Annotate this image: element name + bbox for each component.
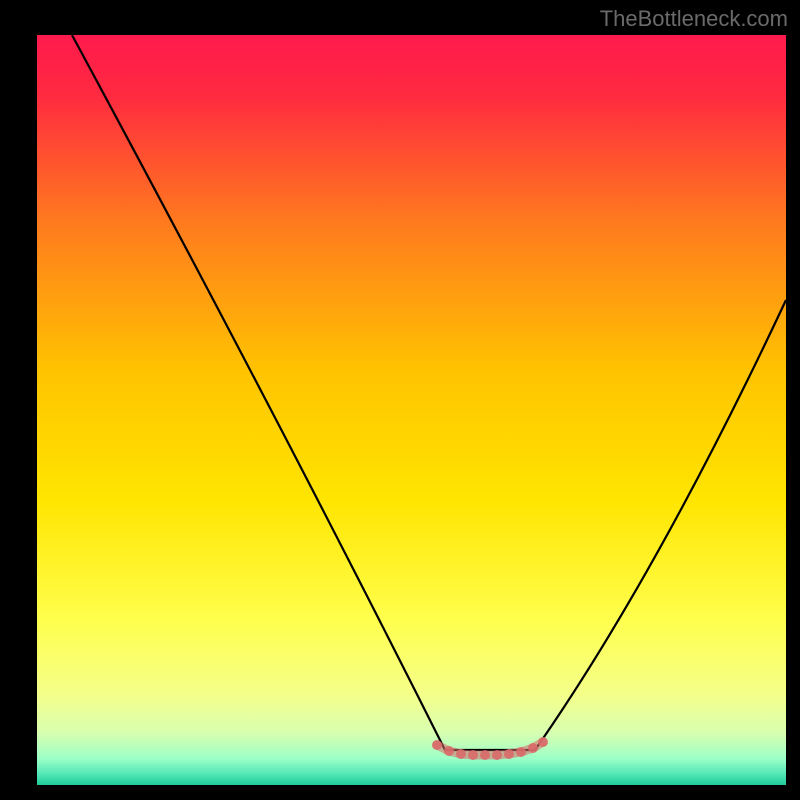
watermark-text: TheBottleneck.com [600, 6, 788, 32]
chart-container: TheBottleneck.com [0, 0, 800, 800]
plot-area [37, 35, 786, 785]
bottleneck-curve [72, 35, 786, 750]
curve-layer [37, 35, 786, 785]
